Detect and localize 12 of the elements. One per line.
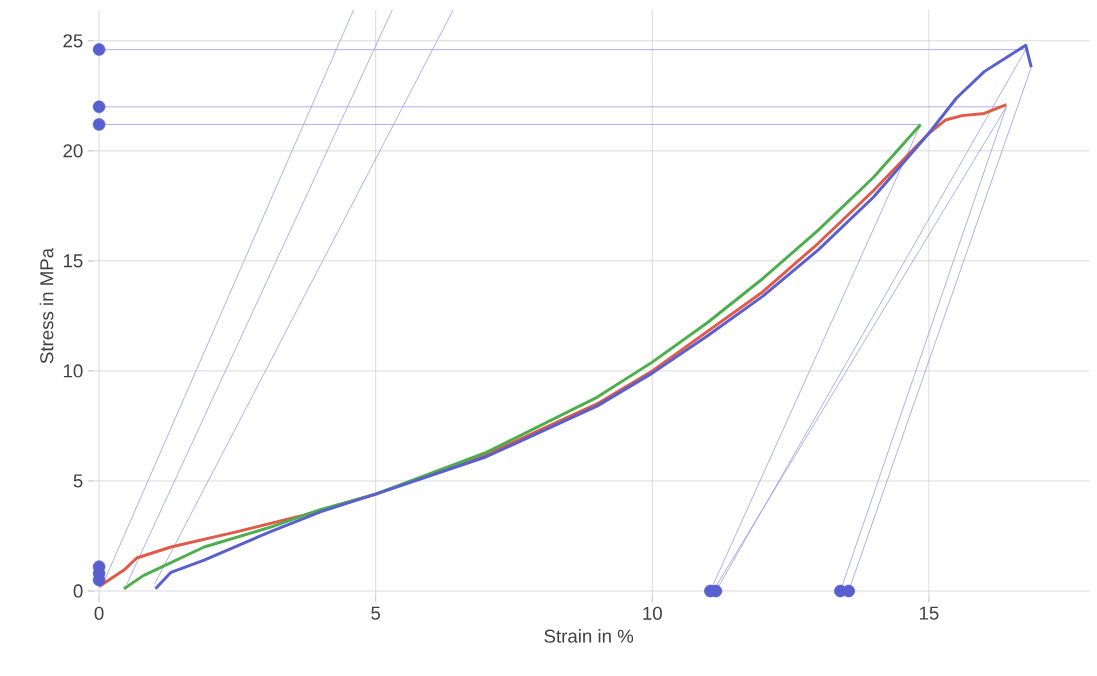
x-tick-label: 5 — [371, 606, 381, 620]
y-axis-title: Stress in MPa — [39, 247, 54, 364]
y-tick-label: 0 — [73, 584, 83, 598]
y-tick-label: 15 — [63, 254, 83, 268]
y-tick-label: 5 — [73, 474, 83, 488]
x-axis-title: Strain in % — [544, 629, 634, 643]
y-tick-label: 20 — [63, 144, 83, 158]
x-tick-label: 15 — [919, 606, 939, 620]
y-tick-label: 25 — [63, 34, 83, 48]
x-tick-label: 0 — [94, 606, 104, 620]
x-tick-label: 10 — [643, 606, 662, 620]
y-tick-label: 10 — [63, 364, 83, 378]
